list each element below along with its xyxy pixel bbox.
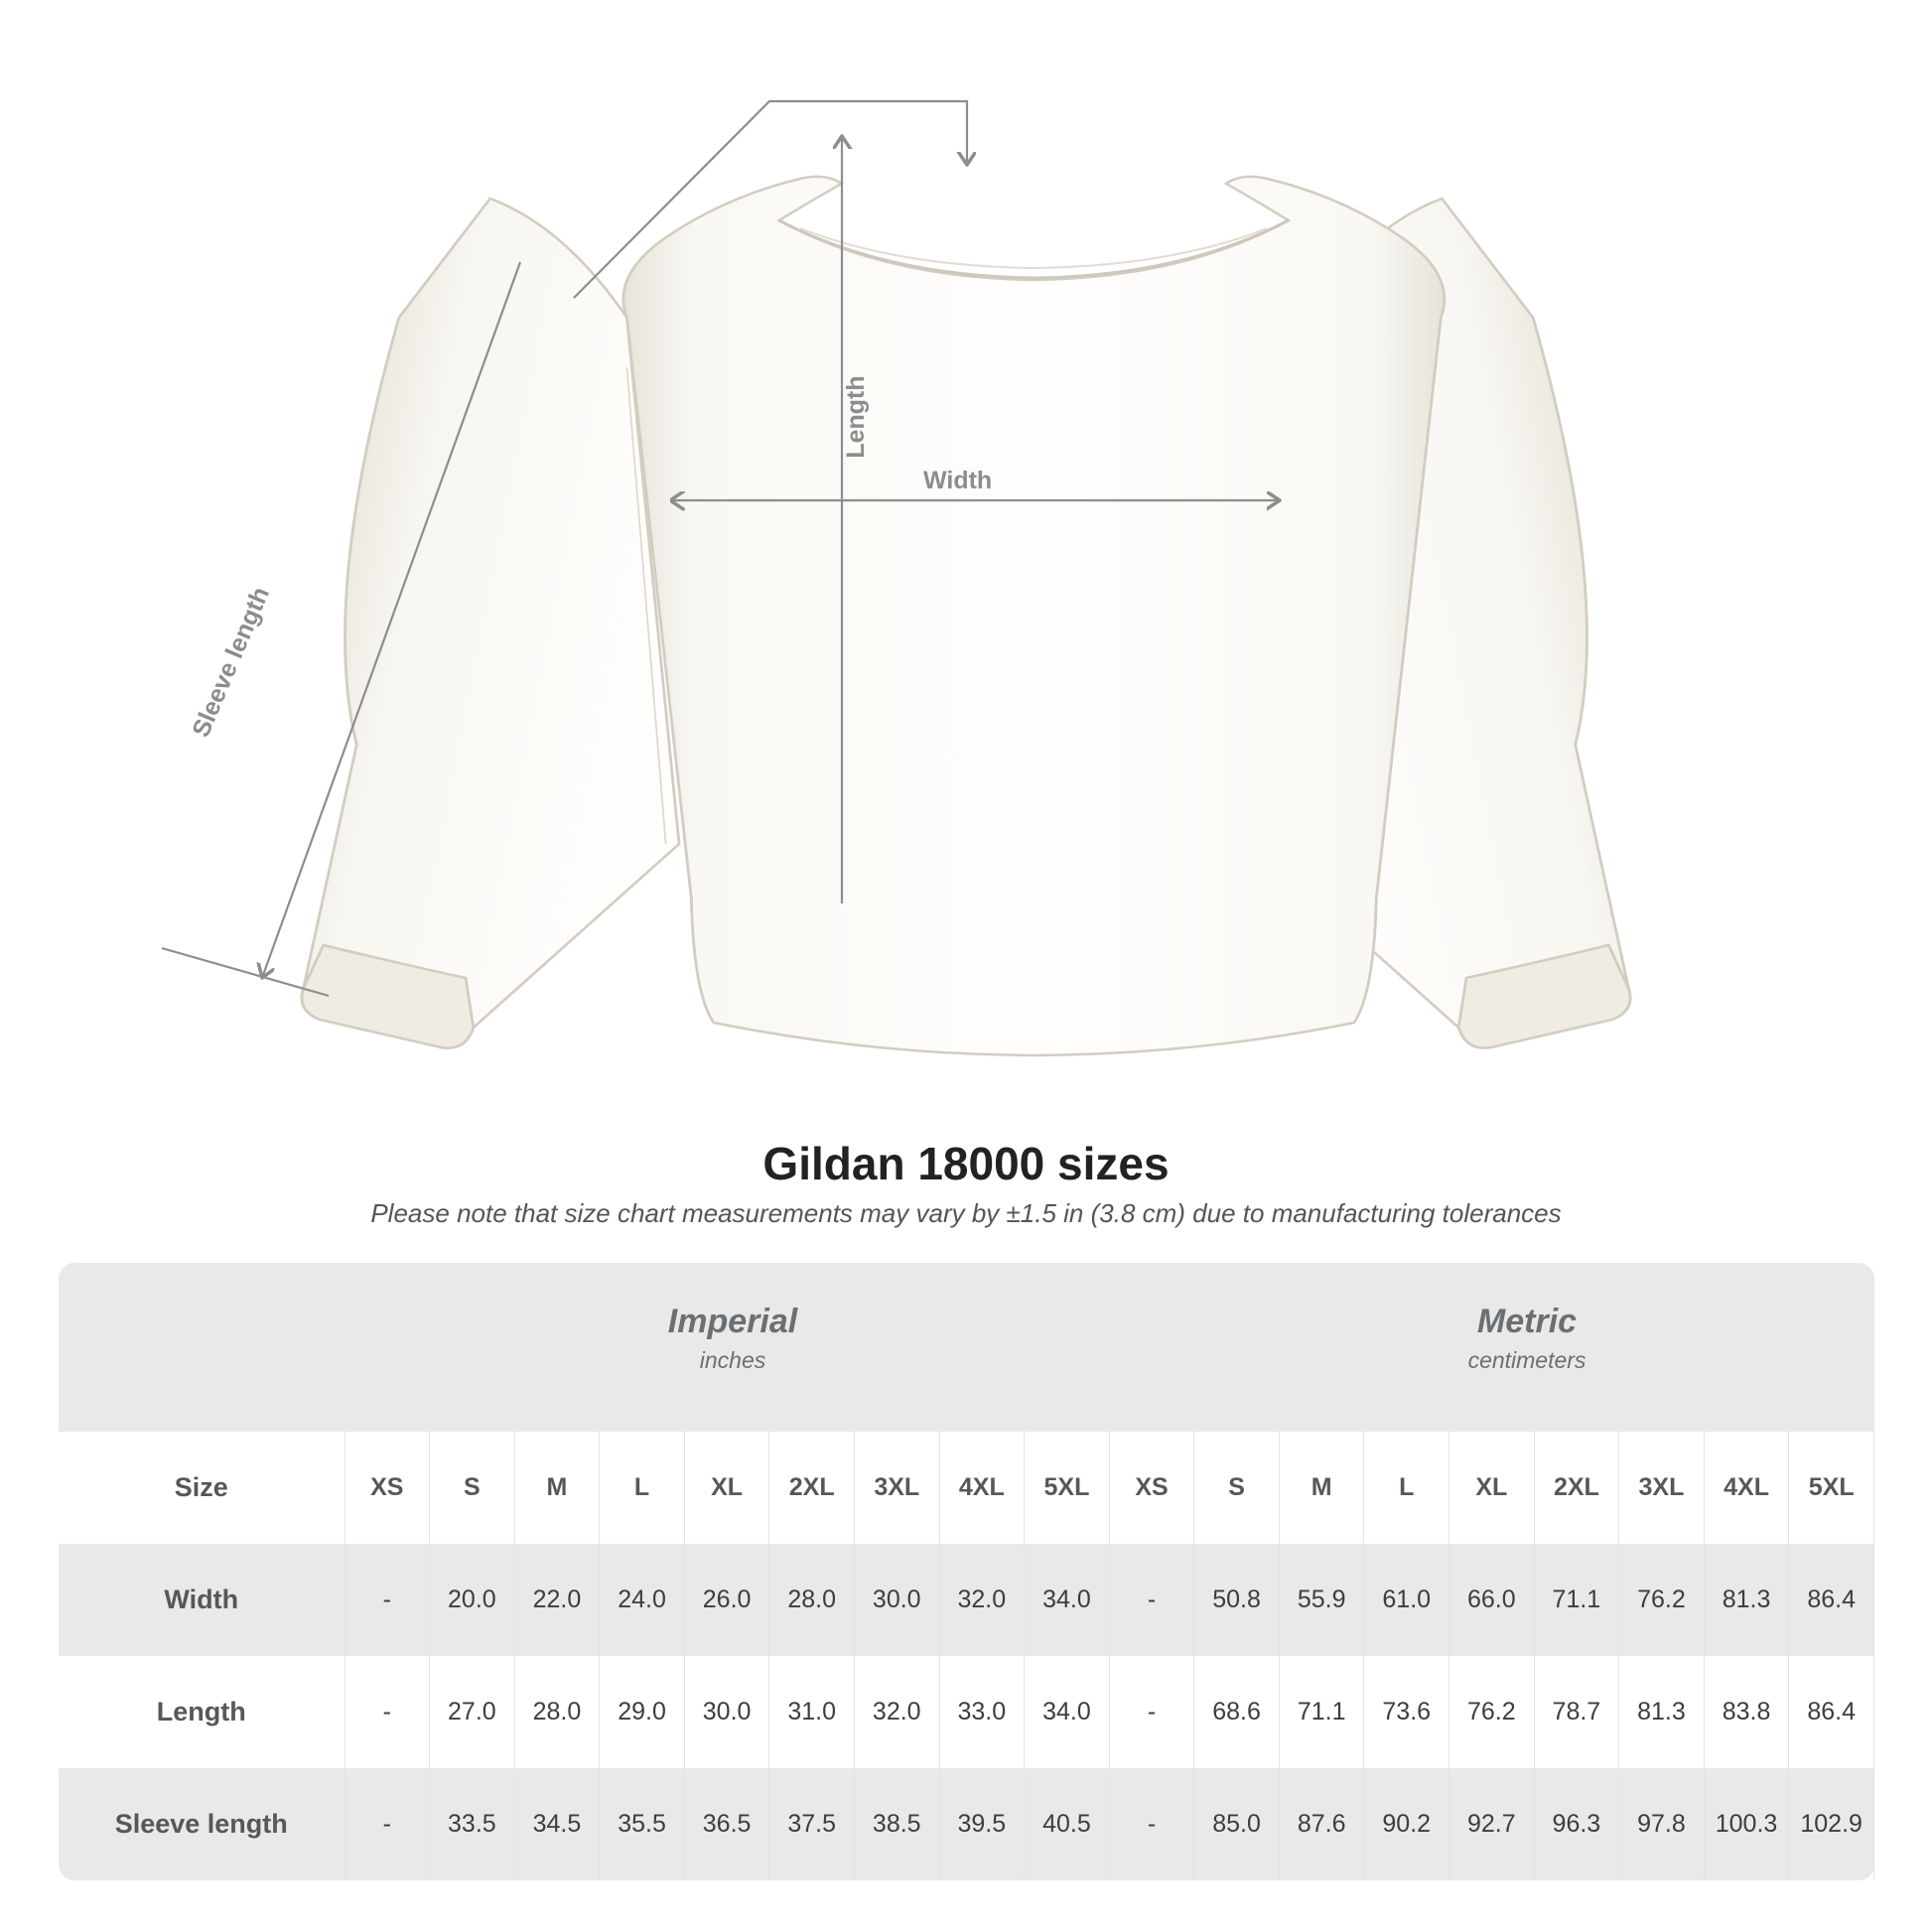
svg-text:Length: Length	[842, 375, 870, 458]
svg-text:Width: Width	[923, 467, 992, 494]
svg-text:Sleeve length: Sleeve length	[187, 583, 275, 741]
